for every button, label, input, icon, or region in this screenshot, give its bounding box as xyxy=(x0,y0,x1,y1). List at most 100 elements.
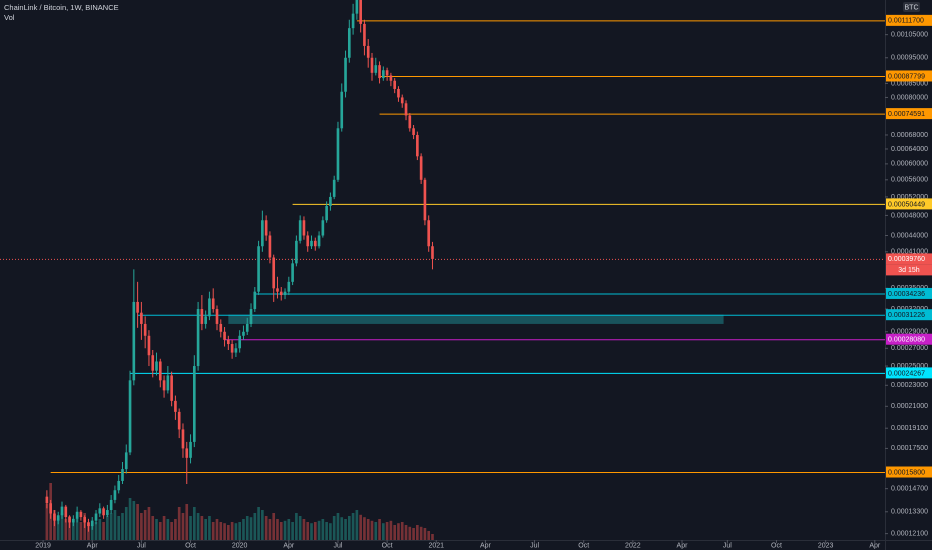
x-tick-label: Oct xyxy=(382,542,393,549)
candle-body xyxy=(427,220,431,247)
candle-body xyxy=(382,70,385,79)
x-tick-label: Apr xyxy=(480,542,492,549)
volume-bar xyxy=(329,523,332,540)
candle-body xyxy=(68,517,71,523)
candle-body xyxy=(329,196,332,206)
candle-body xyxy=(174,400,177,412)
level-label: 0.00111700 xyxy=(888,18,924,25)
candle-body xyxy=(412,128,415,135)
candle-body xyxy=(234,348,238,353)
candle-body xyxy=(351,13,355,29)
candle-body xyxy=(272,257,276,289)
candle-body xyxy=(268,235,272,258)
volume-bar xyxy=(347,516,351,540)
level-box xyxy=(886,198,932,210)
candle-body xyxy=(423,179,427,221)
candle-body xyxy=(147,335,151,356)
volume-bar xyxy=(317,520,321,540)
level-box xyxy=(886,70,932,82)
candle-body xyxy=(283,291,287,296)
volume-bar xyxy=(136,504,139,540)
y-tick-label: 0.00029000 xyxy=(891,329,928,336)
candle-body xyxy=(276,288,279,292)
candle-body xyxy=(170,375,173,401)
candle-body xyxy=(219,323,223,332)
candle-body xyxy=(64,506,68,518)
candle-body xyxy=(128,380,132,453)
candle-body xyxy=(261,220,264,247)
candle-body xyxy=(378,65,381,79)
y-tick-label: 0.00025000 xyxy=(891,363,928,370)
volume-bar xyxy=(143,510,147,540)
level-box xyxy=(886,466,932,478)
volume-bar xyxy=(189,516,192,540)
level-label: 0.00034236 xyxy=(888,291,925,298)
candle-body xyxy=(325,205,328,221)
candle-body xyxy=(366,45,370,58)
y-tick-label: 0.00021000 xyxy=(891,403,928,410)
x-tick-label: Jul xyxy=(333,542,342,549)
current-price-label: 0.00039760 xyxy=(888,256,925,263)
x-tick-label: Jul xyxy=(137,542,146,549)
volume-bar xyxy=(132,501,136,540)
volume-bar xyxy=(279,522,283,540)
plot-area xyxy=(0,0,885,540)
volume-bar xyxy=(268,519,272,540)
candle-body xyxy=(200,309,204,324)
candle-body xyxy=(196,309,200,367)
candle-body xyxy=(151,355,155,371)
volume-bar xyxy=(185,504,189,540)
candle-body xyxy=(211,298,215,310)
volume-bar xyxy=(128,498,132,540)
volume-bar xyxy=(94,522,98,540)
y-tick-label: 0.00080000 xyxy=(891,94,928,101)
candle-body xyxy=(113,490,117,500)
volume-label: Vol xyxy=(4,13,15,22)
current-price-box xyxy=(886,253,932,265)
y-tick-label: 0.00052000 xyxy=(891,194,928,201)
x-tick-label: 2022 xyxy=(625,542,641,549)
volume-bar xyxy=(64,519,68,540)
candle-body xyxy=(279,291,283,296)
candle-body xyxy=(389,75,393,81)
volume-bar xyxy=(196,513,200,540)
volume-bar xyxy=(363,517,366,540)
level-box xyxy=(886,14,932,26)
x-tick-label: Apr xyxy=(869,542,881,549)
candle-body xyxy=(363,23,366,46)
countdown: 3d 15h xyxy=(898,267,920,274)
y-tick-label: 0.00017500 xyxy=(891,445,928,452)
volume-bar xyxy=(276,519,279,540)
candle-body xyxy=(87,522,90,527)
candle-body xyxy=(94,513,98,521)
volume-bar xyxy=(332,516,336,540)
candle-body xyxy=(83,517,87,523)
candle-body xyxy=(249,309,253,324)
level-label: 0.00074591 xyxy=(888,111,925,118)
volume-bar xyxy=(117,516,121,540)
volume-bar xyxy=(291,522,294,540)
candle-body xyxy=(336,128,340,180)
volume-bar xyxy=(234,523,238,540)
candle-body xyxy=(347,28,351,58)
candle-body xyxy=(332,179,336,197)
candle-body xyxy=(359,0,362,24)
volume-bar xyxy=(366,519,370,540)
volume-bar xyxy=(382,523,385,540)
level-label: 0.00031226 xyxy=(888,312,925,319)
candle-body xyxy=(121,469,124,481)
candle-body xyxy=(79,511,83,518)
volume-bar xyxy=(170,522,173,540)
volume-bar xyxy=(75,519,79,540)
candle-body xyxy=(344,57,347,92)
volume-bar xyxy=(272,513,276,540)
candle-body xyxy=(227,339,230,345)
y-tick-label: 0.00013300 xyxy=(891,509,928,516)
candle-body xyxy=(181,429,185,449)
volume-bar xyxy=(378,519,381,540)
candle-body xyxy=(162,380,166,391)
candle-body xyxy=(60,506,64,516)
chart-title: ChainLink / Bitcoin, 1W, BINANCE xyxy=(4,3,119,12)
volume-bar xyxy=(98,519,102,540)
volume-bar xyxy=(90,525,94,540)
